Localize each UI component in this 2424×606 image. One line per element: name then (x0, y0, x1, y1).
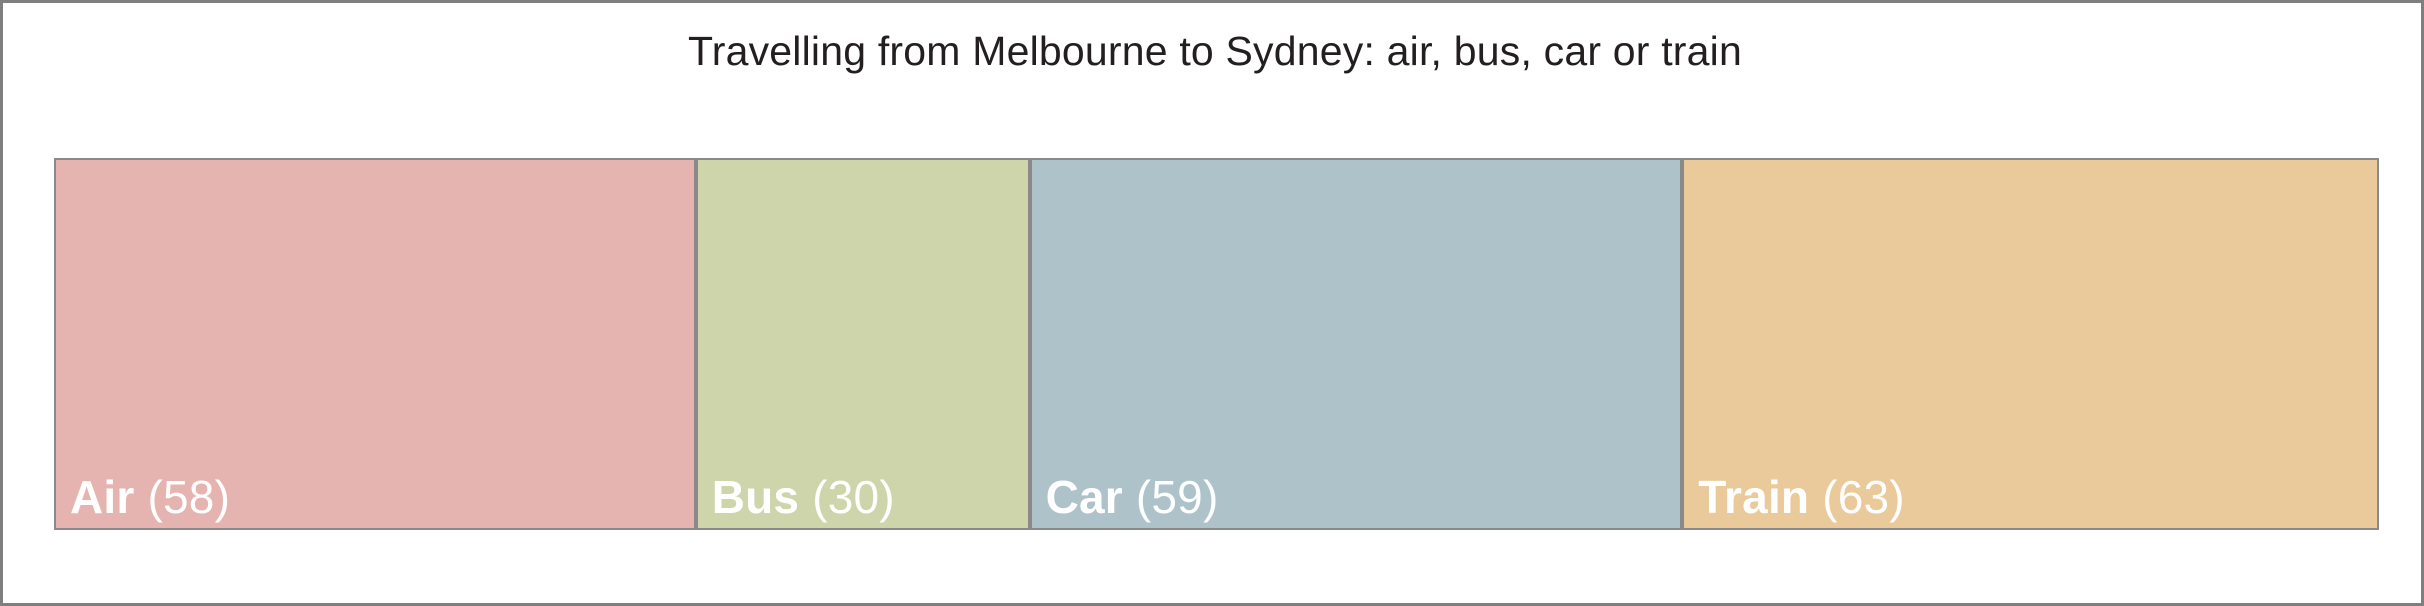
treemap-tile-car[interactable]: Car (59) (1029, 158, 1683, 530)
tile-name-car: Car (1045, 471, 1123, 523)
tile-value-air: (58) (147, 471, 231, 523)
tile-value-train: (63) (1822, 471, 1905, 523)
chart-title: Travelling from Melbourne to Sydney: air… (688, 28, 1742, 74)
tile-label-bus: Bus (30) (698, 474, 895, 528)
tile-label-car: Car (59) (1032, 474, 1219, 528)
tile-label-air: Air (58) (56, 474, 230, 528)
treemap-chart: Air (58) Bus (30) Car (59) Train (63) (54, 158, 2379, 530)
tile-name-bus: Bus (711, 471, 800, 523)
tile-value-bus: (30) (812, 471, 895, 523)
tile-name-train: Train (1698, 471, 1810, 523)
tile-label-train: Train (63) (1684, 474, 1905, 528)
tile-value-car: (59) (1135, 471, 1219, 523)
treemap-tile-air[interactable]: Air (58) (54, 158, 696, 530)
tile-name-air: Air (70, 471, 135, 523)
treemap-tile-train[interactable]: Train (63) (1682, 158, 2379, 530)
treemap-tile-bus[interactable]: Bus (30) (695, 158, 1030, 530)
